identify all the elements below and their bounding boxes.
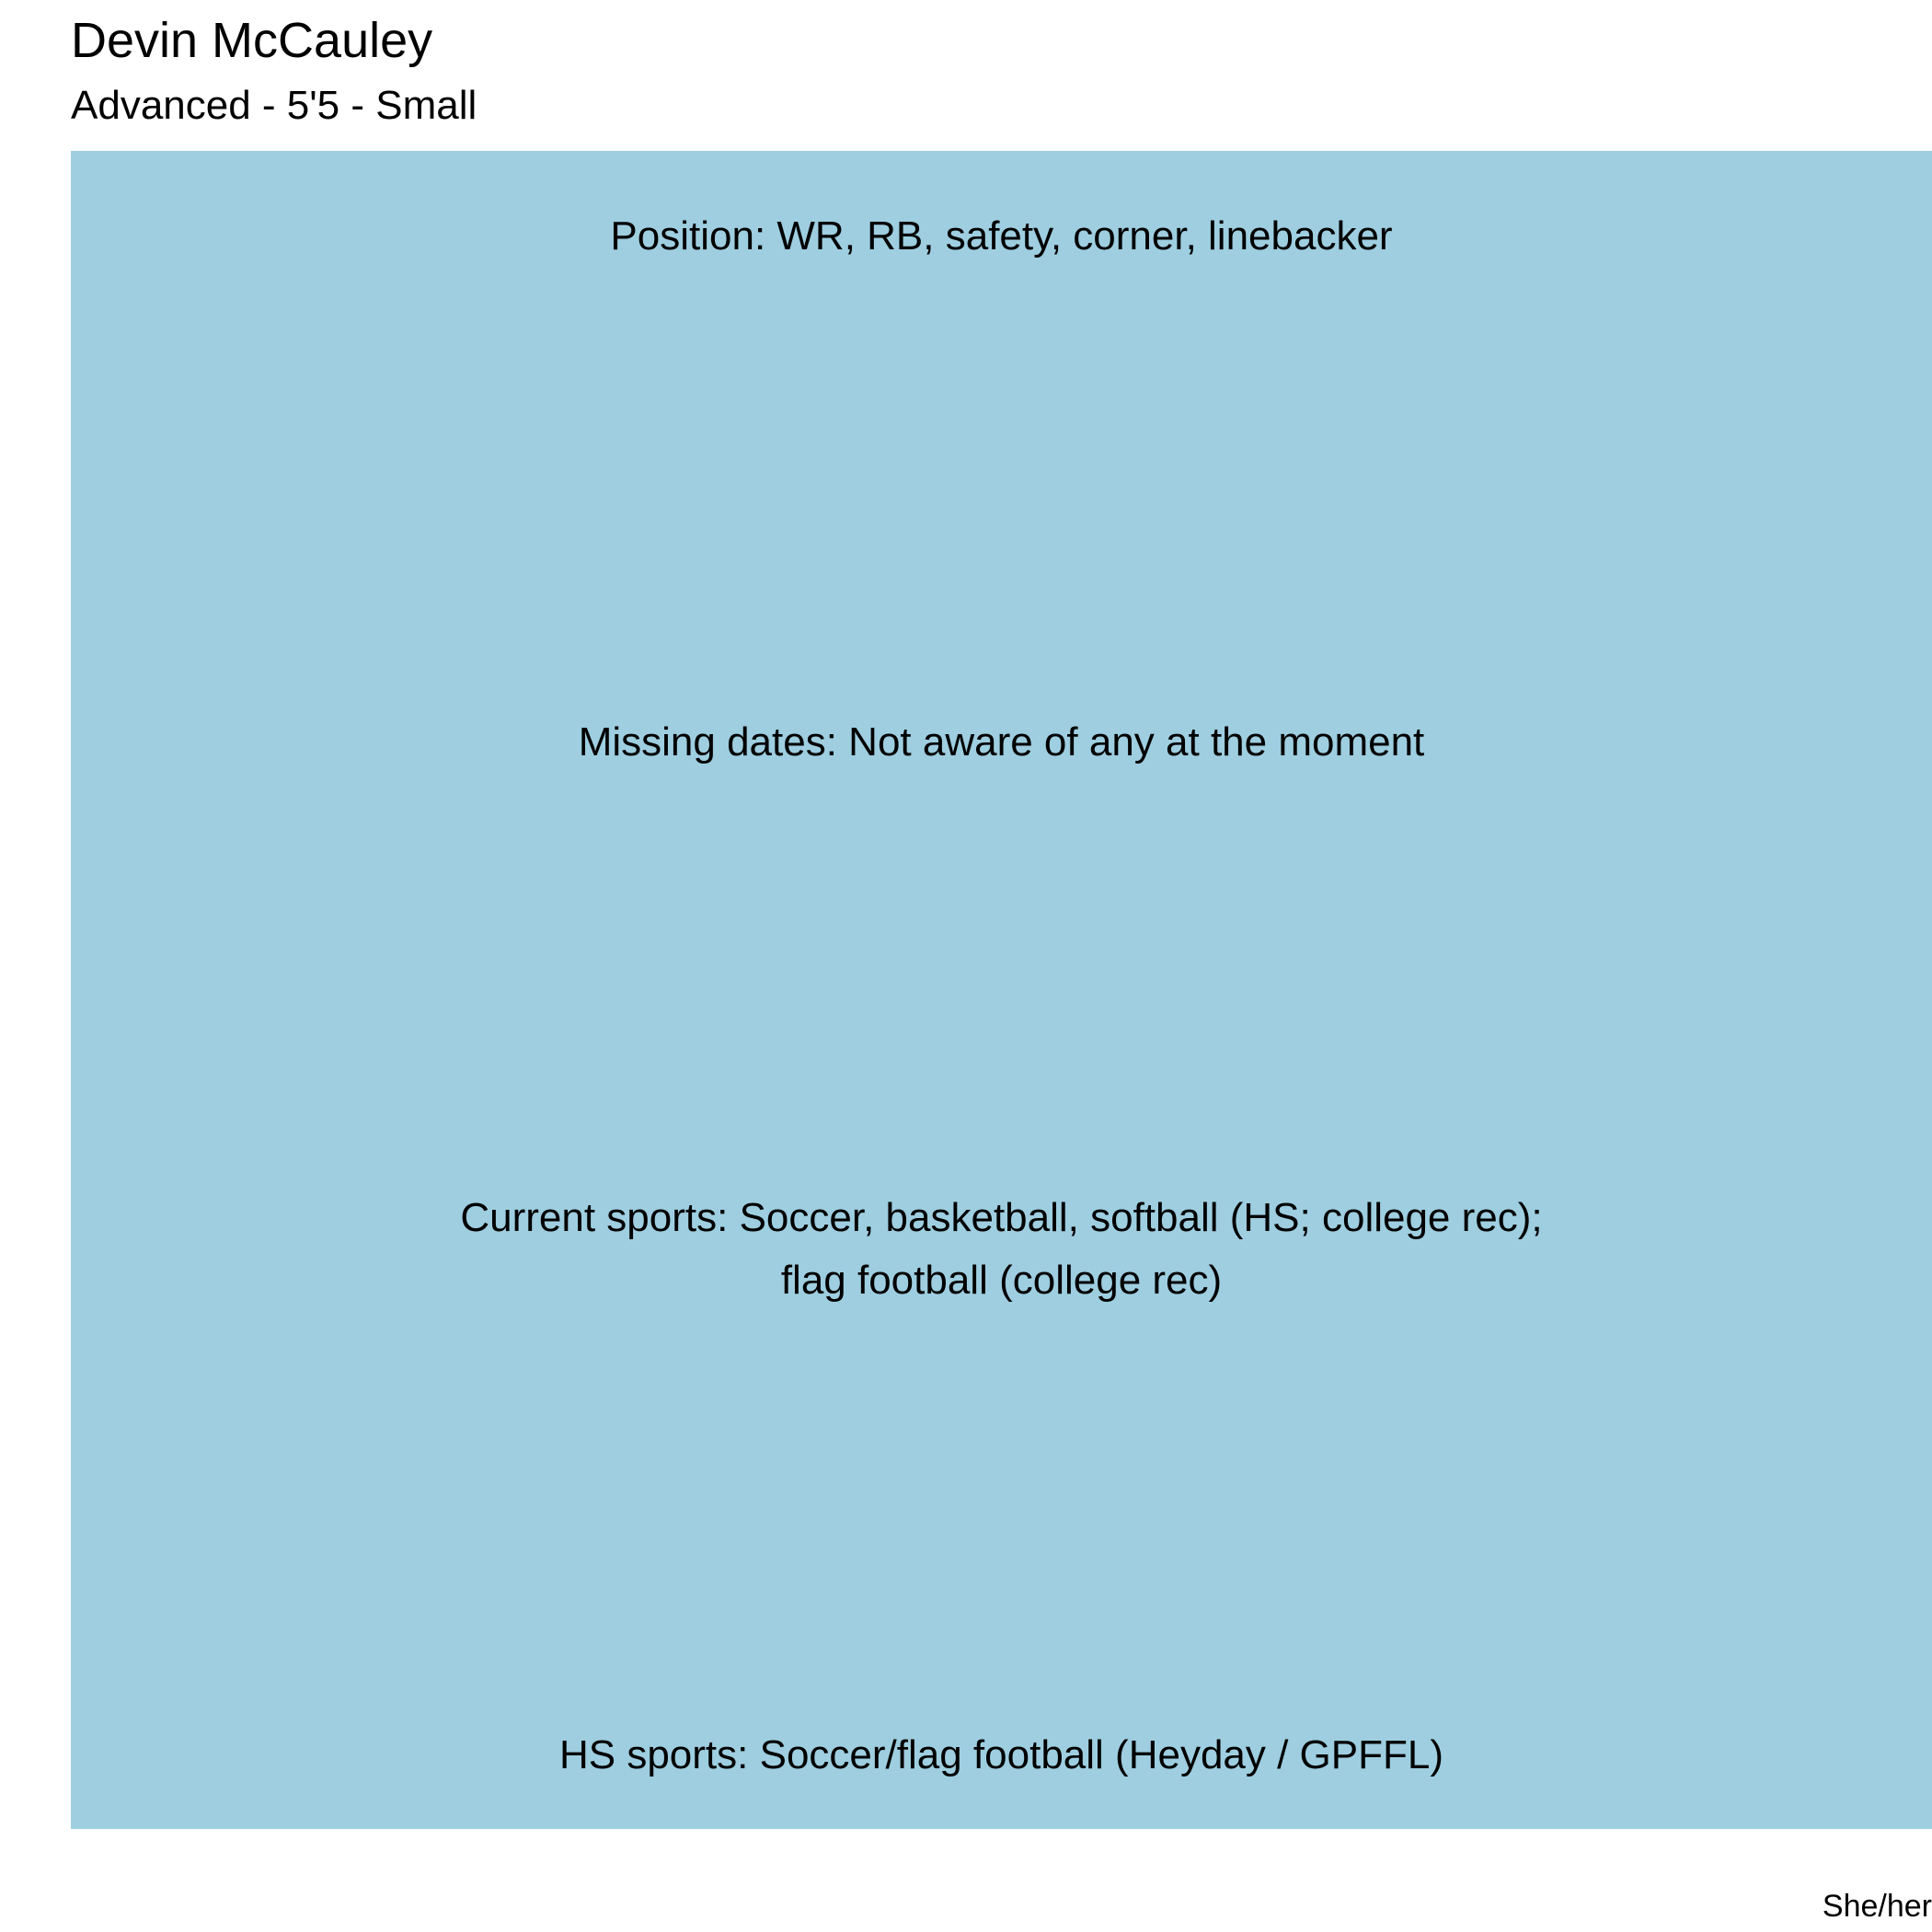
position-field: Position: WR, RB, safety, corner, lineba… [610, 213, 1393, 259]
current-sports-field: Current sports: Soccer, basketball, soft… [71, 1187, 1932, 1312]
missing-dates-field: Missing dates: Not aware of any at the m… [578, 719, 1425, 765]
hs-sports-field: HS sports: Soccer/flag football (Heyday … [558, 1732, 1444, 1777]
player-summary: Advanced - 5'5 - Small [71, 83, 477, 128]
current-sports-line-2: flag football (college rec) [780, 1258, 1223, 1303]
player-info-panel: Position: WR, RB, safety, corner, lineba… [71, 151, 1932, 1829]
pronouns-caption: She/her [1822, 1889, 1932, 1924]
player-name: Devin McCauley [71, 13, 433, 68]
current-sports-line-1: Current sports: Soccer, basketball, soft… [460, 1195, 1543, 1240]
